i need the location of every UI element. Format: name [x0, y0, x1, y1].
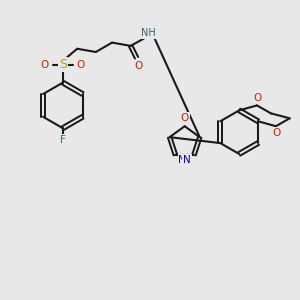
Text: O: O — [254, 94, 262, 103]
Text: NH: NH — [140, 28, 155, 38]
Text: O: O — [273, 128, 281, 138]
Text: O: O — [41, 60, 49, 70]
Text: S: S — [59, 58, 67, 71]
Text: F: F — [60, 135, 66, 145]
Text: N: N — [183, 155, 191, 165]
Text: N: N — [178, 155, 186, 165]
Text: O: O — [134, 61, 143, 71]
Text: O: O — [76, 60, 85, 70]
Text: O: O — [181, 113, 189, 123]
